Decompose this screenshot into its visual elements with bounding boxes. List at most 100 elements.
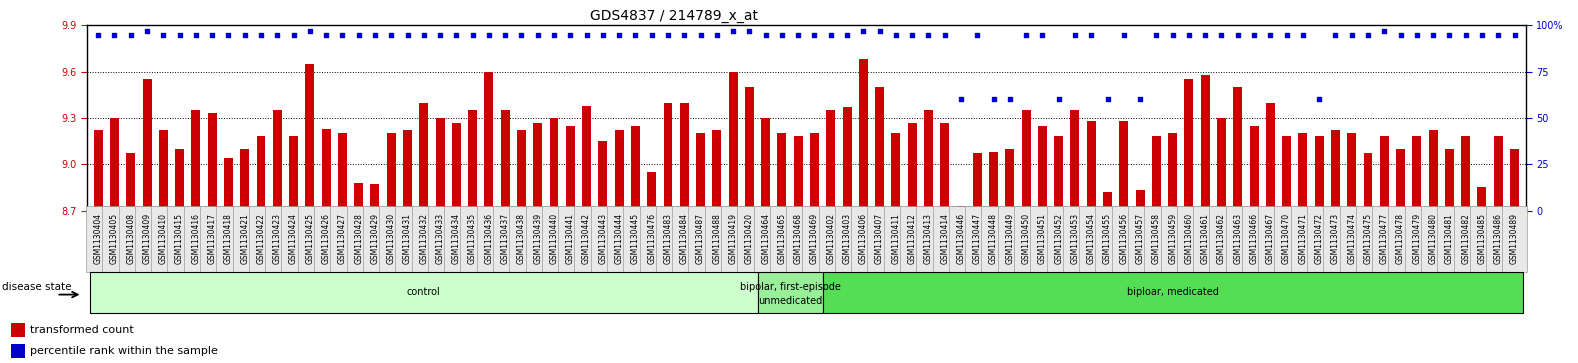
Text: GSM1130456: GSM1130456 xyxy=(1119,213,1128,264)
Text: GSM1130412: GSM1130412 xyxy=(907,213,917,264)
Bar xyxy=(1510,149,1520,211)
Text: GSM1130421: GSM1130421 xyxy=(240,213,249,264)
Text: GSM1130452: GSM1130452 xyxy=(1054,213,1064,264)
Point xyxy=(1291,32,1316,38)
Text: GSM1130457: GSM1130457 xyxy=(1136,213,1144,264)
Bar xyxy=(1087,121,1095,211)
Bar xyxy=(353,183,363,211)
Text: GSM1130428: GSM1130428 xyxy=(353,213,363,264)
Text: percentile rank within the sample: percentile rank within the sample xyxy=(30,346,218,356)
Text: GSM1130418: GSM1130418 xyxy=(224,213,234,264)
Text: control: control xyxy=(407,287,440,297)
Point xyxy=(1176,32,1201,38)
Text: GSM1130473: GSM1130473 xyxy=(1330,213,1340,264)
Text: GSM1130475: GSM1130475 xyxy=(1363,213,1373,264)
Point xyxy=(443,32,469,38)
Bar xyxy=(778,134,786,211)
Text: GSM1130426: GSM1130426 xyxy=(322,213,331,264)
Bar xyxy=(126,154,136,211)
Text: GSM1130484: GSM1130484 xyxy=(680,213,688,264)
Text: GSM1130413: GSM1130413 xyxy=(925,213,933,264)
Bar xyxy=(892,134,901,211)
Bar xyxy=(451,123,461,211)
Point xyxy=(1079,32,1105,38)
Text: GSM1130404: GSM1130404 xyxy=(93,213,103,264)
Text: GSM1130481: GSM1130481 xyxy=(1445,213,1453,264)
Point xyxy=(1144,32,1169,38)
Point xyxy=(802,32,827,38)
Point xyxy=(574,32,600,38)
Point xyxy=(866,28,892,34)
Point xyxy=(248,32,273,38)
Bar xyxy=(1461,136,1471,211)
Point xyxy=(1340,32,1365,38)
Point xyxy=(167,32,193,38)
Text: GSM1130403: GSM1130403 xyxy=(843,213,852,264)
Bar xyxy=(533,123,543,211)
Bar xyxy=(810,134,819,211)
Text: GSM1130415: GSM1130415 xyxy=(175,213,185,264)
Text: disease state: disease state xyxy=(2,282,71,293)
Text: GSM1130468: GSM1130468 xyxy=(794,213,803,264)
Bar xyxy=(159,130,167,211)
Text: GSM1130424: GSM1130424 xyxy=(289,213,298,264)
Text: GSM1130411: GSM1130411 xyxy=(892,213,901,264)
Point xyxy=(948,97,974,102)
Text: GSM1130467: GSM1130467 xyxy=(1266,213,1275,264)
Point xyxy=(884,32,909,38)
Point xyxy=(412,32,437,38)
Point xyxy=(183,32,208,38)
Point xyxy=(394,32,420,38)
Text: GSM1130487: GSM1130487 xyxy=(696,213,705,264)
Bar xyxy=(371,184,379,211)
Bar xyxy=(306,64,314,211)
Text: GSM1130441: GSM1130441 xyxy=(567,213,574,264)
Bar xyxy=(712,130,721,211)
Text: GSM1130483: GSM1130483 xyxy=(663,213,672,264)
Text: GSM1130410: GSM1130410 xyxy=(159,213,167,264)
Point xyxy=(150,32,175,38)
Bar xyxy=(1348,134,1356,211)
Text: GSM1130417: GSM1130417 xyxy=(208,213,216,264)
Bar xyxy=(338,134,347,211)
Text: GSM1130464: GSM1130464 xyxy=(761,213,770,264)
Text: GSM1130488: GSM1130488 xyxy=(712,213,721,264)
Point xyxy=(1046,97,1071,102)
Point xyxy=(1389,32,1414,38)
Point xyxy=(330,32,355,38)
Point xyxy=(1371,28,1397,34)
Point xyxy=(1095,97,1120,102)
Text: GSM1130462: GSM1130462 xyxy=(1217,213,1226,264)
Bar xyxy=(1054,136,1064,211)
Point xyxy=(672,32,697,38)
Text: GSM1130416: GSM1130416 xyxy=(191,213,200,264)
Text: GSM1130444: GSM1130444 xyxy=(615,213,623,264)
Bar xyxy=(858,60,868,211)
Text: GSM1130454: GSM1130454 xyxy=(1087,213,1095,264)
Text: GSM1130408: GSM1130408 xyxy=(126,213,136,264)
Text: GSM1130409: GSM1130409 xyxy=(142,213,151,264)
Point xyxy=(541,32,567,38)
Point xyxy=(281,32,306,38)
Point xyxy=(1209,32,1234,38)
Bar xyxy=(1477,187,1486,211)
Text: GSM1130429: GSM1130429 xyxy=(371,213,379,264)
Point xyxy=(1307,97,1332,102)
Bar xyxy=(1070,110,1079,211)
Text: GSM1130425: GSM1130425 xyxy=(305,213,314,264)
Point xyxy=(1111,32,1136,38)
Bar xyxy=(696,134,705,211)
Point xyxy=(1013,32,1038,38)
Bar xyxy=(208,113,216,211)
Bar xyxy=(1397,149,1404,211)
Text: GSM1130472: GSM1130472 xyxy=(1314,213,1324,264)
Point xyxy=(118,32,144,38)
Text: GSM1130486: GSM1130486 xyxy=(1494,213,1502,264)
Text: GSM1130442: GSM1130442 xyxy=(582,213,592,264)
Bar xyxy=(93,130,103,211)
Bar xyxy=(110,118,118,211)
Point xyxy=(1438,32,1463,38)
Bar xyxy=(827,110,835,211)
Point xyxy=(428,32,453,38)
Point xyxy=(899,32,925,38)
